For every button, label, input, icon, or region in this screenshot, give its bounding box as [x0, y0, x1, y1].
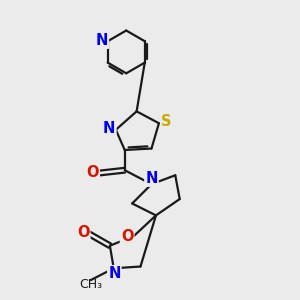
Text: O: O [121, 229, 134, 244]
Text: N: N [103, 122, 116, 136]
Text: O: O [77, 225, 89, 240]
Text: N: N [96, 33, 108, 48]
Text: S: S [161, 114, 172, 129]
Text: O: O [86, 165, 99, 180]
Text: N: N [108, 266, 121, 281]
Text: N: N [145, 171, 158, 186]
Text: CH₃: CH₃ [79, 278, 102, 291]
